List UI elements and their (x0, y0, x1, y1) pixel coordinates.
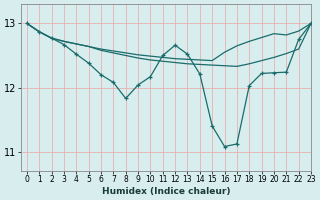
X-axis label: Humidex (Indice chaleur): Humidex (Indice chaleur) (102, 187, 230, 196)
